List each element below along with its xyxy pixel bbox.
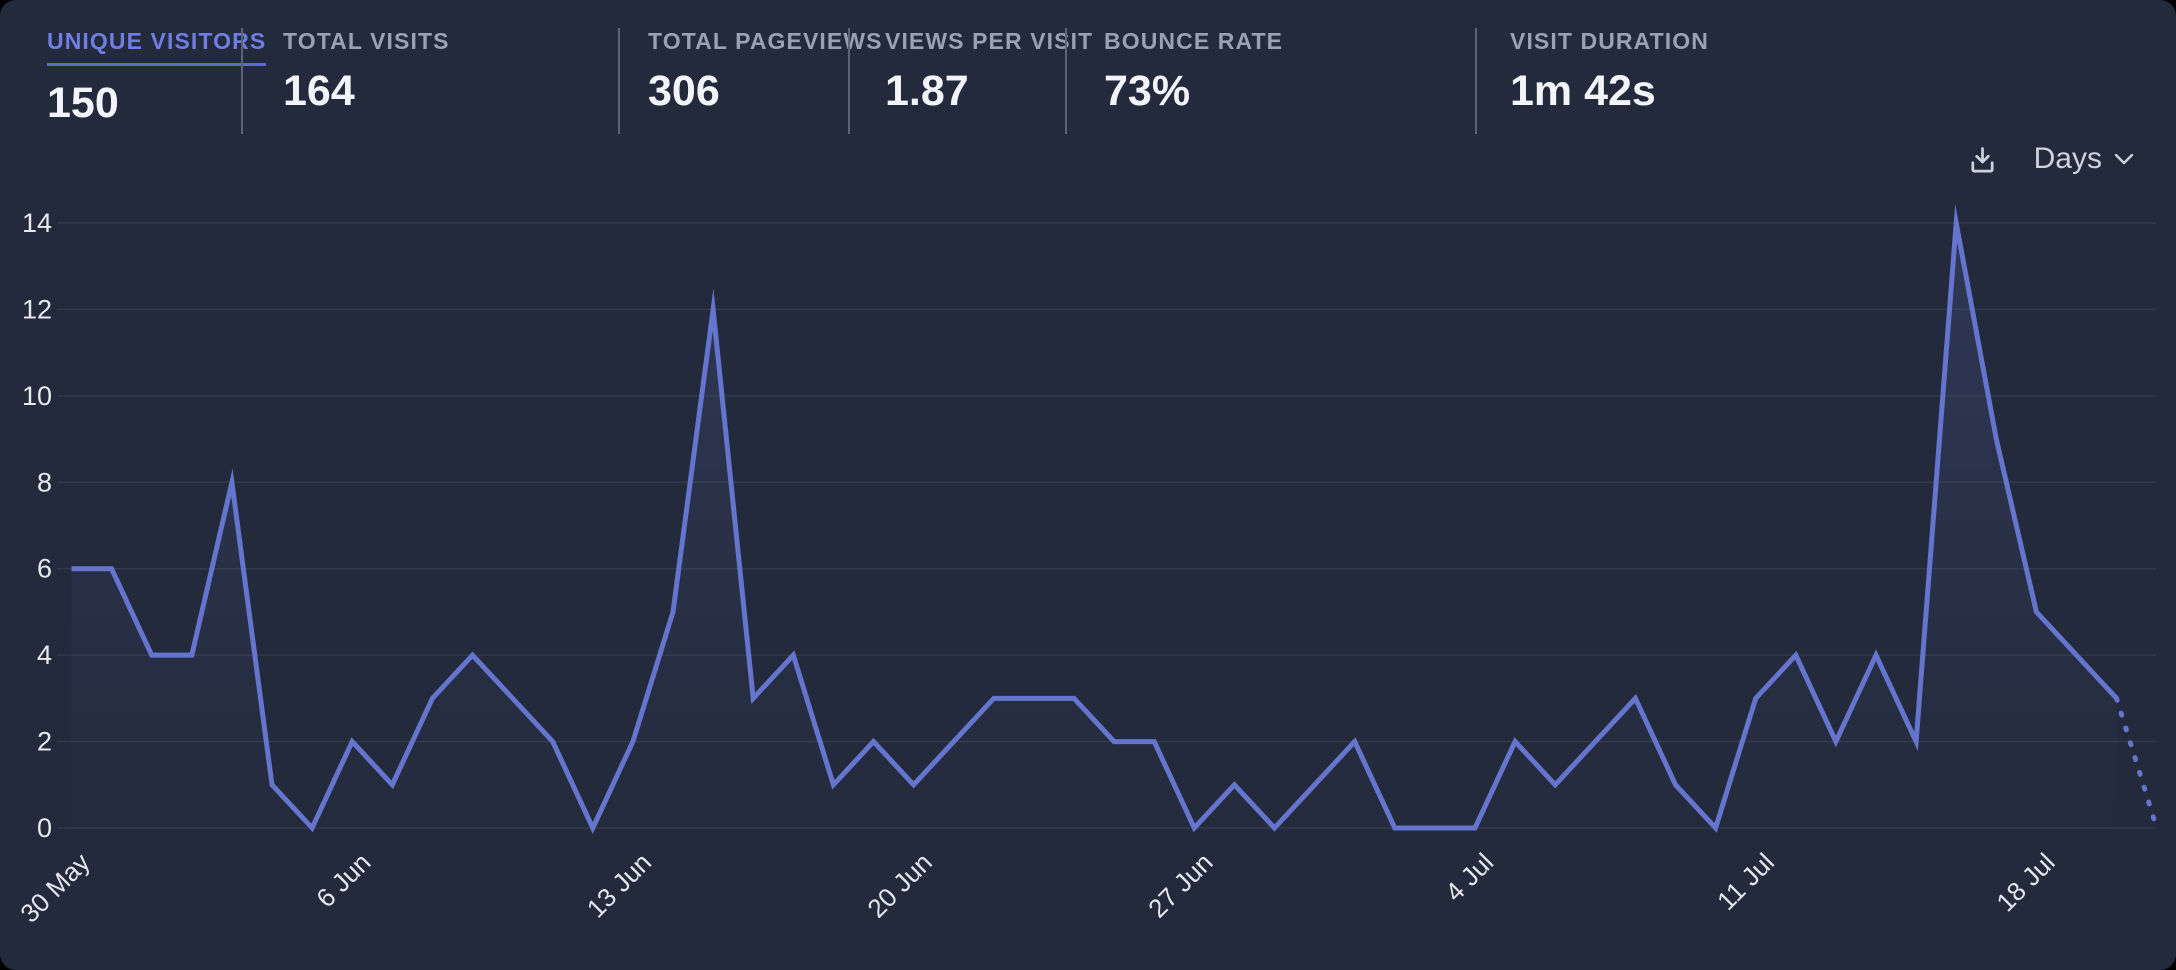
stat-value: 1m 42s	[1510, 67, 1656, 115]
download-button[interactable]	[1967, 144, 1998, 175]
x-axis-tick-label: 13 Jun	[581, 847, 657, 923]
stat-views-per-visit[interactable]: VIEWS PER VISIT 1.87	[848, 28, 1092, 134]
y-axis-tick-label: 4	[37, 640, 52, 670]
stat-value: 306	[648, 67, 720, 115]
y-axis-tick-label: 12	[22, 294, 52, 324]
y-axis-tick-label: 0	[37, 813, 52, 843]
x-axis-tick-label: 18 Jul	[1990, 847, 2060, 917]
y-axis-tick-label: 6	[37, 554, 52, 584]
interval-label: Days	[2033, 142, 2102, 175]
visitors-line	[71, 203, 2160, 834]
download-icon	[1967, 144, 1998, 175]
stat-label[interactable]: VISIT DURATION	[1510, 28, 1709, 54]
stat-value: 1.87	[885, 67, 969, 115]
x-axis-tick-label: 27 Jun	[1142, 847, 1218, 923]
stat-label[interactable]: TOTAL VISITS	[283, 28, 450, 54]
stat-label[interactable]: VIEWS PER VISIT	[885, 28, 1094, 54]
y-axis-tick-label: 14	[22, 208, 52, 238]
visitors-line-solid	[71, 203, 2119, 834]
y-axis-tick-label: 2	[37, 727, 52, 757]
stat-visit-duration[interactable]: VISIT DURATION 1m 42s	[1475, 28, 1709, 134]
stat-total-visits[interactable]: TOTAL VISITS 164	[241, 28, 618, 134]
x-axis-tick-label: 30 May	[14, 847, 96, 929]
area-fill	[71, 223, 2117, 828]
y-axis-tick-label: 8	[37, 467, 52, 497]
chart-controls: Days	[1967, 140, 2140, 178]
stat-total-pageviews[interactable]: TOTAL PAGEVIEWS 306	[618, 28, 882, 134]
area-fill-path	[71, 223, 2117, 828]
x-axis-tick-label: 6 Jun	[310, 847, 376, 913]
visitors-line-dashed	[2114, 695, 2160, 831]
x-axis-tick-label: 4 Jul	[1439, 847, 1499, 907]
stat-label[interactable]: UNIQUE VISITORS	[47, 28, 267, 66]
visitors-chart: 0 2 4 6 8 10 12 14 30 May 6 Jun 13 Jun 20 Jun 27 Jun…	[14, 203, 2160, 929]
x-axis-tick-label: 11 Jul	[1711, 847, 1780, 916]
x-axis-tick-label: 20 Jun	[861, 847, 937, 923]
chevron-down-icon	[2114, 153, 2134, 165]
stat-label[interactable]: TOTAL PAGEVIEWS	[648, 28, 883, 54]
stat-value: 164	[283, 67, 355, 115]
stat-label[interactable]: BOUNCE RATE	[1104, 28, 1284, 54]
stat-unique-visitors[interactable]: UNIQUE VISITORS 150	[47, 28, 267, 134]
stat-value: 73%	[1104, 67, 1191, 115]
top-stats-bar: UNIQUE VISITORS 150 TOTAL VISITS 164 TOT…	[0, 28, 2176, 134]
stat-value: 150	[47, 79, 119, 127]
stat-bounce-rate[interactable]: BOUNCE RATE 73%	[1065, 28, 1475, 134]
y-axis-tick-label: 10	[22, 381, 52, 411]
interval-dropdown[interactable]: Days	[2028, 140, 2140, 178]
